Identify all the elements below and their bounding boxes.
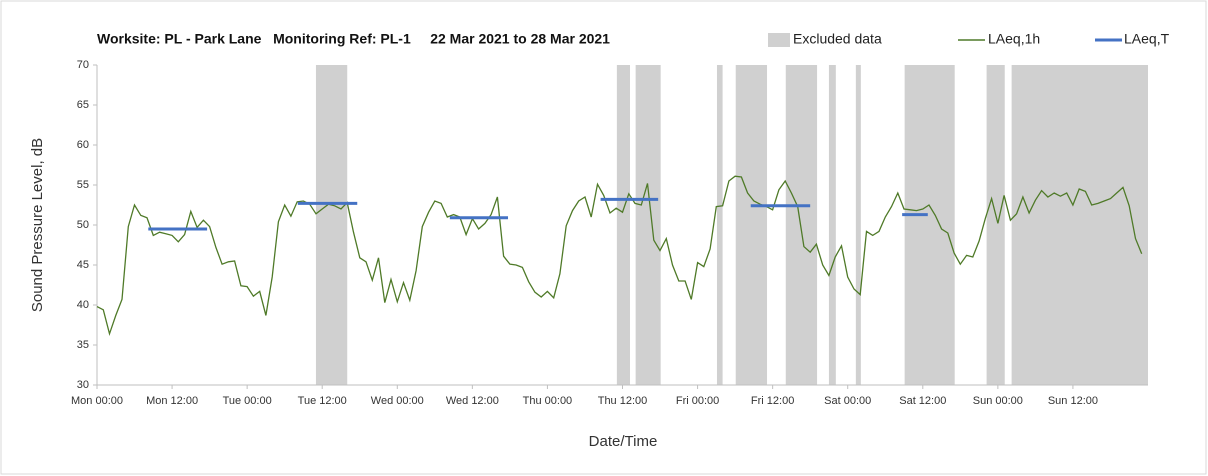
y-tick-label: 60 bbox=[77, 139, 89, 151]
y-tick-label: 55 bbox=[77, 179, 89, 191]
excluded-band bbox=[616, 65, 631, 385]
y-tick-label: 70 bbox=[77, 59, 89, 71]
excluded-band bbox=[855, 65, 861, 385]
excluded-band bbox=[785, 65, 818, 385]
chart-title: Worksite: PL - Park Lane Monitoring Ref:… bbox=[97, 31, 610, 47]
y-tick-label: 50 bbox=[77, 219, 89, 231]
excluded-band bbox=[735, 65, 768, 385]
x-tick-label: Mon 12:00 bbox=[146, 395, 198, 407]
x-tick-label: Fri 00:00 bbox=[676, 395, 719, 407]
x-tick-label: Wed 00:00 bbox=[371, 395, 424, 407]
x-tick-label: Thu 12:00 bbox=[598, 395, 648, 407]
legend-label: LAeq,T bbox=[1124, 31, 1170, 47]
x-tick-label: Mon 00:00 bbox=[71, 395, 123, 407]
legend-label: Excluded data bbox=[793, 31, 882, 47]
excluded-band bbox=[716, 65, 723, 385]
x-tick-label: Fri 12:00 bbox=[751, 395, 794, 407]
y-tick-label: 40 bbox=[77, 299, 89, 311]
x-tick-label: Sat 00:00 bbox=[824, 395, 871, 407]
x-tick-label: Tue 12:00 bbox=[298, 395, 347, 407]
x-tick-label: Wed 12:00 bbox=[446, 395, 499, 407]
excluded-band bbox=[828, 65, 836, 385]
excluded-band bbox=[904, 65, 955, 385]
x-tick-label: Sun 00:00 bbox=[973, 395, 1023, 407]
x-tick-label: Sat 12:00 bbox=[899, 395, 946, 407]
x-axis-label: Date/Time bbox=[589, 433, 658, 450]
x-tick-label: Thu 00:00 bbox=[523, 395, 573, 407]
excluded-band bbox=[1011, 65, 1148, 385]
y-tick-label: 65 bbox=[77, 99, 89, 111]
y-tick-label: 30 bbox=[77, 379, 89, 391]
excluded-band bbox=[986, 65, 1005, 385]
legend-swatch bbox=[768, 33, 790, 47]
y-axis-label: Sound Pressure Level, dB bbox=[29, 138, 46, 312]
y-tick-label: 35 bbox=[77, 339, 89, 351]
legend-label: LAeq,1h bbox=[988, 31, 1040, 47]
x-tick-label: Tue 00:00 bbox=[223, 395, 272, 407]
y-tick-label: 45 bbox=[77, 259, 89, 271]
series-line bbox=[96, 175, 1143, 337]
excluded-band bbox=[315, 65, 348, 385]
x-tick-label: Sun 12:00 bbox=[1048, 395, 1098, 407]
excluded-band bbox=[635, 65, 661, 385]
